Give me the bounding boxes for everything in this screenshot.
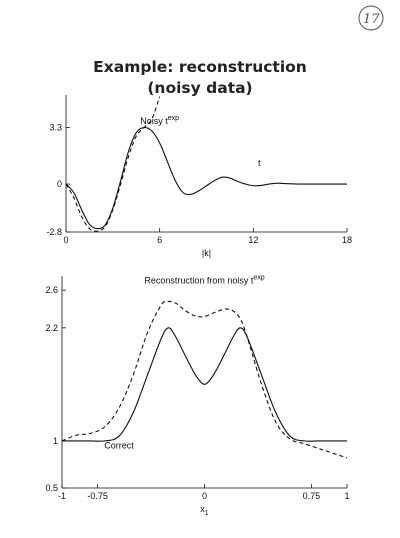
bottom-series-correct [62,327,347,442]
slide-title: Example: reconstruction (noisy data) [0,57,400,99]
bottom-lines [61,300,348,459]
top-annotation-0: Noisy texp [140,115,179,126]
bottom-xtick-label-2: 0 [202,491,207,501]
page-number-circle [358,5,384,31]
top-ytick-label-2: 3.3 [49,123,62,133]
bottom-ticks: -1 -0.75 0 0.75 1 0.5 1 2.2 2.6 [45,285,349,501]
bottom-ytick-label-0: 0.5 [45,483,58,493]
top-ytick-label-0: -2.8 [46,227,62,237]
bottom-xtick-label-4: 1 [344,491,349,501]
top-series-t [65,126,347,230]
page-number-text: 17 [363,12,380,27]
top-xlabel: |k| [202,248,211,258]
bottom-annotation-0: Reconstruction from noisy texp [144,275,264,286]
top-lines [65,96,347,232]
bottom-xlabel: x1 [200,504,209,517]
bottom-xtick-label-0: -1 [58,491,66,501]
top-xtick-label-1: 6 [157,235,162,245]
title-line-1: Example: reconstruction [93,58,307,76]
title-line-2: (noisy data) [147,79,253,97]
top-xtick-label-2: 12 [248,235,258,245]
top-ytick-label-1: 0 [57,179,62,189]
bottom-ytick-label-2: 2.2 [45,323,58,333]
bottom-labels: Reconstruction from noisy texp Correct x1 [104,275,265,517]
bottom-ytick-label-1: 1 [53,436,58,446]
page-number-mark: 17 [358,5,384,31]
top-series-noisy-t-exp [65,96,161,232]
bottom-series-reconstruction-from-noisy-t-exp [61,300,348,459]
bottom-annotation-1: Correct [104,440,134,450]
top-annotation-1: t [258,158,261,168]
bottom-xtick-label-3: 0.75 [303,491,321,501]
top-ticks: 0 6 12 18-2.803.3 [46,123,352,245]
bottom-ytick-label-3: 2.6 [45,285,58,295]
top-axes [65,95,347,233]
bottom-xtick-label-1: -0.75 [87,491,108,501]
top-labels: Noisy texp t |k| [140,115,261,258]
chart-bottom: -1 -0.75 0 0.75 1 0.5 1 2.2 2.6 Reconstruction f… [45,275,349,517]
top-xtick-label-3: 18 [342,235,352,245]
top-xtick-label-0: 0 [63,235,68,245]
bottom-axes [61,276,347,489]
